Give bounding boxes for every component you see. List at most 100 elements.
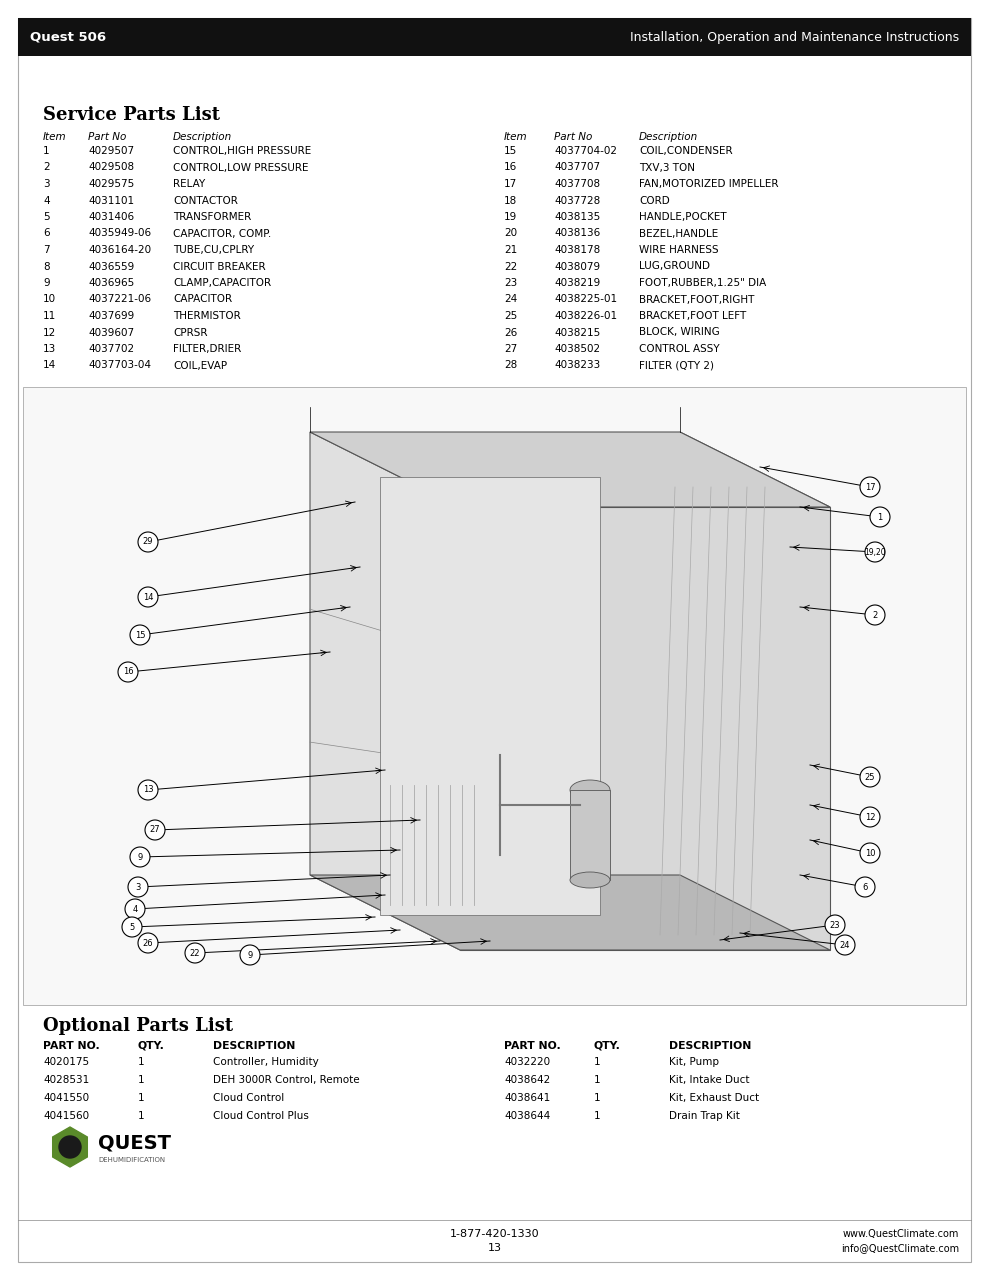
Text: 4038641: 4038641 <box>504 1093 550 1103</box>
Bar <box>23 387 966 1005</box>
Text: 4: 4 <box>43 196 49 206</box>
Text: 4038135: 4038135 <box>554 212 600 221</box>
Text: 4037707: 4037707 <box>554 163 600 173</box>
Text: Part No: Part No <box>554 132 592 142</box>
Text: 1: 1 <box>594 1075 600 1085</box>
Text: 4029507: 4029507 <box>88 146 135 156</box>
Text: 1: 1 <box>594 1093 600 1103</box>
Text: 5: 5 <box>43 212 49 221</box>
Text: 4038233: 4038233 <box>554 361 600 370</box>
Text: 17: 17 <box>864 483 875 492</box>
Text: 4028531: 4028531 <box>43 1075 89 1085</box>
Polygon shape <box>310 876 830 950</box>
Text: Kit, Intake Duct: Kit, Intake Duct <box>669 1075 750 1085</box>
Text: CLAMP,CAPACITOR: CLAMP,CAPACITOR <box>173 278 271 288</box>
Text: 20: 20 <box>504 229 517 238</box>
Text: Quest 506: Quest 506 <box>30 31 106 44</box>
Text: 4037699: 4037699 <box>88 311 135 321</box>
Text: 21: 21 <box>504 244 517 255</box>
Circle shape <box>128 877 148 897</box>
Text: 26: 26 <box>142 938 153 947</box>
Text: CONTROL,LOW PRESSURE: CONTROL,LOW PRESSURE <box>173 163 309 173</box>
Text: 1: 1 <box>138 1057 144 1068</box>
Text: Service Parts List: Service Parts List <box>43 106 220 124</box>
Circle shape <box>130 847 150 867</box>
Circle shape <box>138 532 158 552</box>
Text: www.QuestClimate.com: www.QuestClimate.com <box>843 1229 959 1239</box>
Circle shape <box>59 1137 81 1158</box>
Text: 4020175: 4020175 <box>43 1057 89 1068</box>
Text: 4036164-20: 4036164-20 <box>88 244 151 255</box>
Text: 4035949-06: 4035949-06 <box>88 229 151 238</box>
Text: FOOT,RUBBER,1.25" DIA: FOOT,RUBBER,1.25" DIA <box>639 278 766 288</box>
Text: 17: 17 <box>504 179 517 189</box>
Ellipse shape <box>570 780 610 800</box>
Text: info@QuestClimate.com: info@QuestClimate.com <box>841 1243 959 1253</box>
Text: 14: 14 <box>43 361 56 370</box>
Text: 4029508: 4029508 <box>88 163 135 173</box>
Text: 9: 9 <box>137 852 142 861</box>
Text: TXV,3 TON: TXV,3 TON <box>639 163 695 173</box>
Text: 13: 13 <box>488 1243 501 1253</box>
Circle shape <box>125 899 145 919</box>
Circle shape <box>240 945 260 965</box>
Text: QUEST: QUEST <box>98 1134 171 1152</box>
Text: 12: 12 <box>43 328 56 338</box>
Text: Description: Description <box>639 132 698 142</box>
Text: 4038502: 4038502 <box>554 344 600 355</box>
Text: 4038226-01: 4038226-01 <box>554 311 617 321</box>
Text: Controller, Humidity: Controller, Humidity <box>213 1057 318 1068</box>
Text: 13: 13 <box>142 786 153 795</box>
Text: 25: 25 <box>504 311 517 321</box>
Text: 13: 13 <box>43 344 56 355</box>
Circle shape <box>860 844 880 863</box>
Text: 23: 23 <box>830 920 841 929</box>
Text: DESCRIPTION: DESCRIPTION <box>669 1041 752 1051</box>
Text: 7: 7 <box>43 244 49 255</box>
Polygon shape <box>460 507 830 950</box>
Circle shape <box>855 877 875 897</box>
Text: 4041550: 4041550 <box>43 1093 89 1103</box>
Text: DESCRIPTION: DESCRIPTION <box>213 1041 296 1051</box>
Text: THERMISTOR: THERMISTOR <box>173 311 240 321</box>
Text: 2: 2 <box>43 163 49 173</box>
Circle shape <box>860 767 880 787</box>
Text: 3: 3 <box>135 882 140 891</box>
Text: 12: 12 <box>864 813 875 822</box>
Bar <box>380 477 600 915</box>
Text: QTY.: QTY. <box>138 1041 165 1051</box>
Text: 4038136: 4038136 <box>554 229 600 238</box>
Text: QTY.: QTY. <box>594 1041 621 1051</box>
Text: BEZEL,HANDLE: BEZEL,HANDLE <box>639 229 718 238</box>
Text: 27: 27 <box>504 344 517 355</box>
Text: 1: 1 <box>138 1093 144 1103</box>
Text: 10: 10 <box>43 294 56 305</box>
Circle shape <box>118 662 138 682</box>
Circle shape <box>122 916 142 937</box>
Text: 24: 24 <box>840 941 851 950</box>
Text: Cloud Control: Cloud Control <box>213 1093 284 1103</box>
Text: 4029575: 4029575 <box>88 179 135 189</box>
Text: FAN,MOTORIZED IMPELLER: FAN,MOTORIZED IMPELLER <box>639 179 778 189</box>
Text: CPRSR: CPRSR <box>173 328 208 338</box>
Text: 4031101: 4031101 <box>88 196 135 206</box>
Circle shape <box>865 605 885 625</box>
Text: 6: 6 <box>862 882 867 891</box>
Text: CIRCUIT BREAKER: CIRCUIT BREAKER <box>173 261 266 271</box>
Text: TRANSFORMER: TRANSFORMER <box>173 212 251 221</box>
Text: TUBE,CU,CPLRY: TUBE,CU,CPLRY <box>173 244 254 255</box>
Text: 11: 11 <box>43 311 56 321</box>
Text: COIL,EVAP: COIL,EVAP <box>173 361 227 370</box>
Text: Drain Trap Kit: Drain Trap Kit <box>669 1111 740 1121</box>
Text: 2: 2 <box>872 611 877 620</box>
Text: 24: 24 <box>504 294 517 305</box>
Text: LUG,GROUND: LUG,GROUND <box>639 261 710 271</box>
Text: 10: 10 <box>864 849 875 858</box>
Circle shape <box>860 806 880 827</box>
Text: BLOCK, WIRING: BLOCK, WIRING <box>639 328 720 338</box>
Text: 4038215: 4038215 <box>554 328 600 338</box>
Circle shape <box>825 915 845 934</box>
Text: 15: 15 <box>504 146 517 156</box>
Text: 4: 4 <box>133 905 137 914</box>
Text: RELAY: RELAY <box>173 179 206 189</box>
